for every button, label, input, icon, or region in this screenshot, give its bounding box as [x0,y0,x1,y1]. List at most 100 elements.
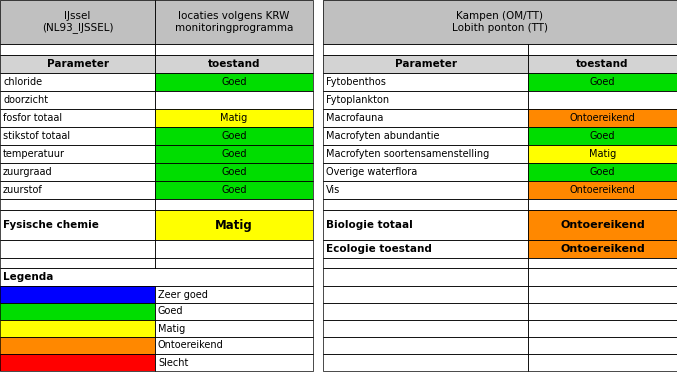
Bar [323,0,677,44]
Text: zuurstof: zuurstof [3,185,43,195]
Bar [323,73,528,91]
Text: Zeer goed: Zeer goed [158,290,208,299]
Bar [323,199,528,210]
Bar [528,73,677,91]
Bar [0,181,155,199]
Bar [528,303,677,320]
Text: Overige waterflora: Overige waterflora [326,167,417,177]
Bar [155,210,313,240]
Text: temperatuur: temperatuur [3,149,65,159]
Bar [528,91,677,109]
Bar [323,303,528,320]
Text: Legenda: Legenda [3,272,53,282]
Text: Ecologie toestand: Ecologie toestand [326,244,432,254]
Bar [0,0,155,44]
Text: locaties volgens KRW
monitoringprogramma: locaties volgens KRW monitoringprogramma [175,11,293,33]
Bar [323,286,528,303]
Bar [0,240,155,258]
Text: Macrofyten abundantie: Macrofyten abundantie [326,131,439,141]
Bar [0,145,155,163]
Text: Parameter: Parameter [47,59,108,69]
Bar [528,109,677,127]
Bar [0,91,155,109]
Bar [528,240,677,258]
Bar [0,354,155,371]
Bar [313,145,323,163]
Bar [0,127,155,145]
Bar [323,268,528,286]
Bar [528,55,677,73]
Bar [323,303,528,320]
Bar [528,354,677,371]
Bar [323,109,528,127]
Text: Ontoereikend: Ontoereikend [569,185,636,195]
Text: Goed: Goed [158,307,183,316]
Bar [313,55,323,73]
Text: Matig: Matig [221,113,248,123]
Bar [323,163,528,181]
Bar [528,286,677,303]
Bar [528,91,677,109]
Bar [155,210,313,240]
Text: Matig: Matig [158,324,185,334]
Bar [528,354,677,371]
Bar [155,109,313,127]
Bar [528,145,677,163]
Bar [313,0,323,44]
Bar [313,181,323,199]
Bar [323,73,528,91]
Bar [0,44,155,55]
Bar [155,44,313,55]
Text: Matig: Matig [589,149,616,159]
Text: Kampen (OM/TT)
Lobith ponton (TT): Kampen (OM/TT) Lobith ponton (TT) [452,11,548,33]
Bar [313,91,323,109]
Bar [155,91,313,109]
Bar [323,320,528,337]
Bar [323,0,677,44]
Bar [313,109,323,127]
Text: doorzicht: doorzicht [3,95,48,105]
Bar [155,44,313,55]
Bar [155,145,313,163]
Bar [323,210,528,240]
Text: Fytoplankton: Fytoplankton [326,95,389,105]
Bar [313,303,323,320]
Text: Goed: Goed [590,167,615,177]
Bar [323,55,528,73]
Bar [0,286,155,303]
Bar [155,0,313,44]
Bar [0,91,155,109]
Bar [323,337,528,354]
Bar [528,127,677,145]
Bar [155,286,313,303]
Bar [155,240,313,258]
Bar [155,181,313,199]
Bar [528,258,677,268]
Bar [0,210,155,240]
Bar [323,240,528,258]
Bar [323,91,528,109]
Bar [528,109,677,127]
Bar [323,145,528,163]
Bar [323,145,528,163]
Bar [0,163,155,181]
Bar [528,199,677,210]
Bar [323,91,528,109]
Bar [313,286,323,303]
Text: Ontoereikend: Ontoereikend [560,220,645,230]
Text: toestand: toestand [208,59,260,69]
Bar [323,354,528,371]
Bar [528,145,677,163]
Bar [323,181,528,199]
Bar [528,127,677,145]
Bar [528,268,677,286]
Text: Ontoereikend: Ontoereikend [560,244,645,254]
Bar [0,286,155,303]
Text: Goed: Goed [221,131,246,141]
Bar [528,210,677,240]
Text: Matig: Matig [215,219,253,232]
Bar [155,320,313,337]
Bar [0,337,155,354]
Bar [0,268,313,286]
Text: stikstof totaal: stikstof totaal [3,131,70,141]
